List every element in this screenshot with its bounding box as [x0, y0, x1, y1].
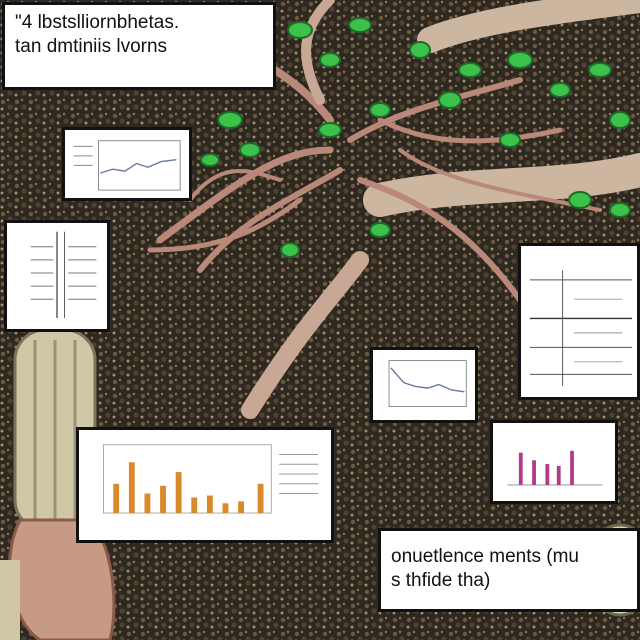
left-stem — [0, 328, 116, 640]
thumbnail-bar-chart-orange — [76, 427, 334, 543]
caption-bottom-line-2: s thfide tha) — [391, 570, 491, 591]
mini-bar-chart-magenta — [507, 450, 603, 486]
mini-line-chart-2 — [388, 360, 467, 407]
mini-table-right — [529, 270, 632, 386]
mini-bar-chart-orange — [103, 444, 319, 514]
caption-box-bottom: onuetlence ments (mu s thfide tha) — [378, 528, 640, 612]
thumbnail-table-left — [4, 220, 110, 332]
thumbnail-table-right — [518, 243, 640, 400]
thumbnail-bar-chart-magenta — [490, 420, 618, 504]
caption-top-line-1: "4 lbstslliornbhetas. — [15, 12, 180, 33]
thumbnail-line-chart-top — [62, 127, 192, 201]
caption-box-top: "4 lbstslliornbhetas. tan dmtiniis lvorn… — [2, 2, 276, 90]
mini-table — [30, 231, 97, 318]
caption-top-line-2: tan dmtiniis lvorns — [15, 36, 168, 57]
root-system — [147, 0, 640, 419]
thumbnail-line-chart-middle — [370, 347, 478, 423]
mini-line-chart — [73, 140, 181, 191]
caption-bottom-line-1: onuetlence ments (mu — [391, 546, 579, 567]
leaf-cluster — [50, 17, 631, 506]
